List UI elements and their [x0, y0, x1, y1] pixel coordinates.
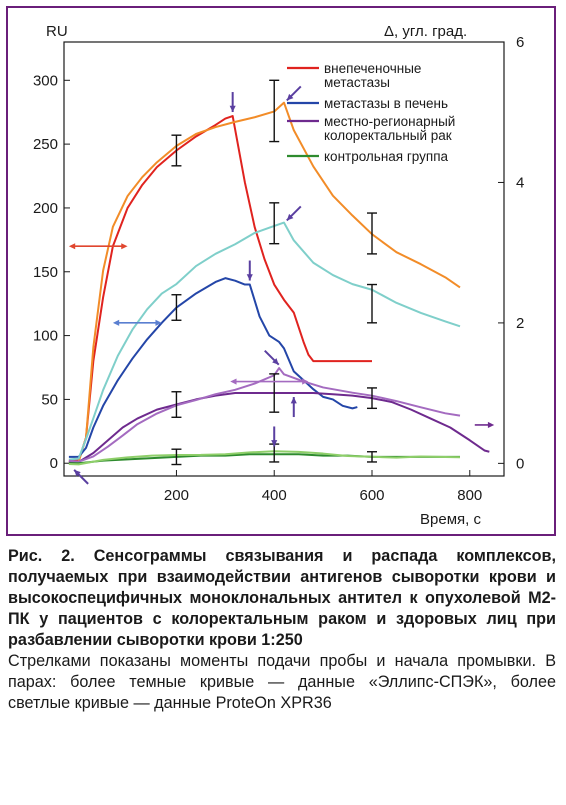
x-axis-label: Время, с [420, 511, 481, 528]
y-left-tick-label: 250 [33, 136, 58, 153]
series-line-5 [68, 367, 461, 463]
injection-arrow-head [271, 440, 278, 447]
legend-label-extrahepatic-1: внепеченочные [324, 61, 421, 76]
axis-arrow-head-right [155, 319, 162, 326]
legend: внепеченочные метастазы метастазы в пече… [287, 61, 455, 164]
y-left-tick-label: 300 [33, 72, 58, 89]
caption-title: Рис. 2. Сенсограммы связывания и распада… [8, 547, 556, 649]
series-line-7 [68, 450, 461, 466]
series-line-6 [68, 453, 460, 465]
x-tick-label: 600 [359, 487, 384, 504]
y-left-tick-label: 100 [33, 328, 58, 345]
sensogram-chart: RU Δ, угл. град. Время, с 200 400 600 800 0 5… [33, 23, 524, 528]
injection-arrow-head [74, 469, 81, 477]
y-axis-left-label: RU [46, 23, 68, 40]
y-left-tick-label: 200 [33, 200, 58, 217]
y-right-tick-label: 4 [516, 174, 524, 191]
injection-arrow-head [272, 358, 279, 365]
x-tick-label: 400 [262, 487, 287, 504]
caption-note: Стрелками показаны моменты подачи пробы … [8, 652, 556, 712]
plot-area [63, 41, 505, 477]
y-left-tick-label: 0 [50, 455, 58, 472]
y-axis-right-label: Δ, угл. град. [384, 23, 467, 40]
axis-arrow-head-right [121, 243, 128, 250]
axis-arrow-head-left [230, 378, 237, 385]
legend-label-extrahepatic-2: метастазы [324, 75, 390, 90]
injection-arrow-head [246, 274, 253, 281]
legend-label-local-1: местно-регионарный [324, 114, 455, 129]
x-tick-label: 200 [164, 487, 189, 504]
axis-arrow-head-right [302, 378, 309, 385]
legend-label-local-2: колоректальный рак [324, 128, 452, 143]
legend-label-control: контрольная группа [324, 149, 449, 164]
y-left-tick-label: 50 [41, 391, 58, 408]
injection-arrow-head [229, 105, 236, 113]
figure-frame: RU Δ, угл. град. Время, с 200 400 600 800 0 5… [6, 6, 556, 536]
axis-arrow-head-right [487, 421, 495, 428]
x-tick-label: 800 [457, 487, 482, 504]
y-left-tick-label: 150 [33, 264, 58, 281]
error-bars [171, 79, 377, 466]
arrows [68, 85, 495, 485]
injection-arrow-head [290, 397, 297, 404]
figure-caption: Рис. 2. Сенсограммы связывания и распада… [8, 546, 556, 714]
legend-label-liver: метастазы в печень [324, 96, 448, 111]
axis-ticks: 200 400 600 800 0 50 100 150 200 250 300 0 2 4 6 [33, 34, 524, 504]
injection-arrow-head [286, 93, 294, 101]
axis-arrow-head-left [112, 319, 120, 326]
injection-arrow-head [286, 213, 294, 221]
y-right-tick-label: 2 [516, 315, 524, 332]
y-right-tick-label: 6 [516, 34, 524, 51]
series-line-0 [68, 115, 372, 462]
axis-arrow-head-left [68, 243, 76, 250]
y-right-tick-label: 0 [516, 455, 524, 472]
